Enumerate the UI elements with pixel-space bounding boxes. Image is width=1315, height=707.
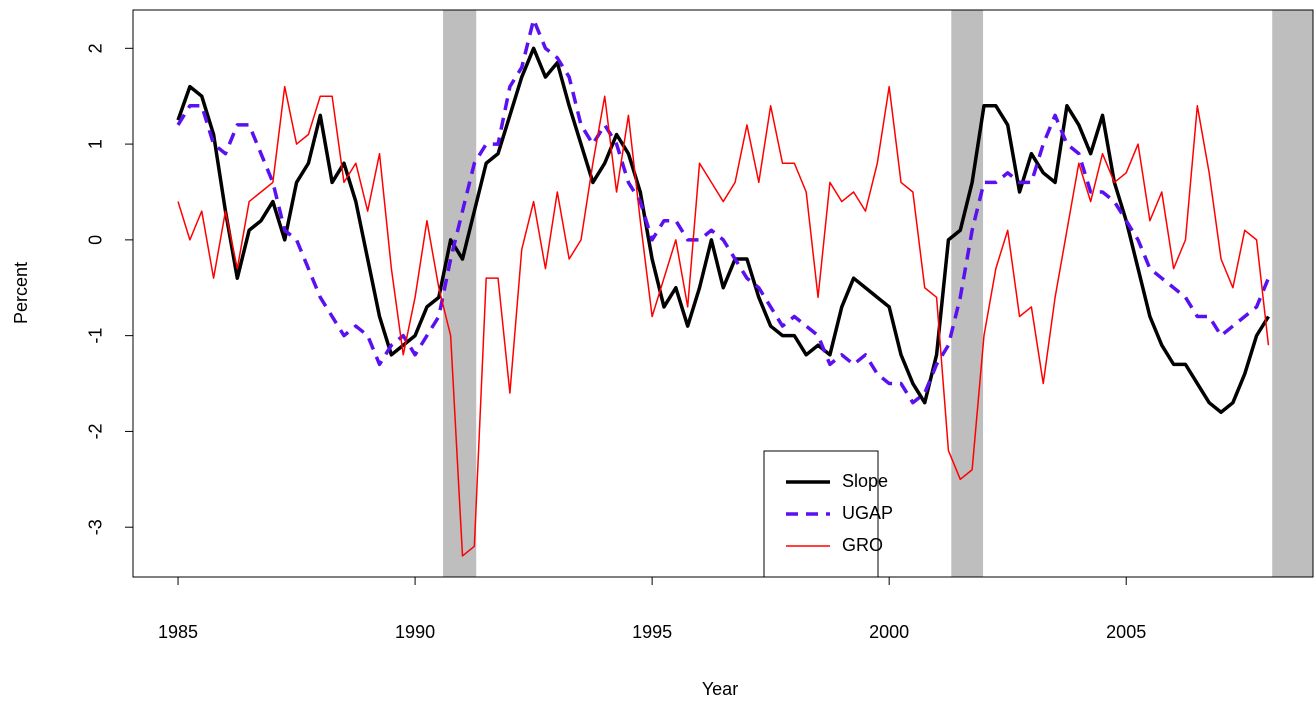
x-tick-label: 1990 — [395, 622, 435, 642]
axes: 1985 1990 1995 2000 2005 -3 -2 -1 0 1 2 — [86, 43, 1146, 641]
shaded-layer — [443, 10, 1313, 577]
y-axis-label: Percent — [11, 262, 31, 324]
plot-frame — [132, 9, 1314, 578]
line-layer — [176, 17, 1271, 557]
legend-box — [763, 450, 879, 578]
series-line — [176, 46, 1270, 415]
recession-band — [443, 10, 477, 577]
series-line — [176, 17, 1271, 405]
y-tick-label: -3 — [86, 519, 106, 535]
series-line — [177, 85, 1270, 557]
y-tick-label: 2 — [86, 43, 106, 53]
y-tick-label: 0 — [86, 235, 106, 245]
recession-band — [951, 10, 984, 577]
x-tick-label: 1995 — [632, 622, 672, 642]
legend-label: GRO — [842, 535, 883, 555]
recession-band — [1272, 10, 1313, 577]
y-tick-label: -1 — [86, 328, 106, 344]
y-tick-label: 1 — [86, 139, 106, 149]
y-tick-label: -2 — [86, 423, 106, 439]
legend: Slope UGAP GRO — [763, 450, 893, 578]
x-tick-label: 1985 — [158, 622, 198, 642]
x-tick-label: 2005 — [1106, 622, 1146, 642]
legend-label: Slope — [842, 471, 888, 491]
legend-label: UGAP — [842, 503, 893, 523]
x-tick-label: 2000 — [869, 622, 909, 642]
x-axis-label: Year — [702, 679, 738, 699]
